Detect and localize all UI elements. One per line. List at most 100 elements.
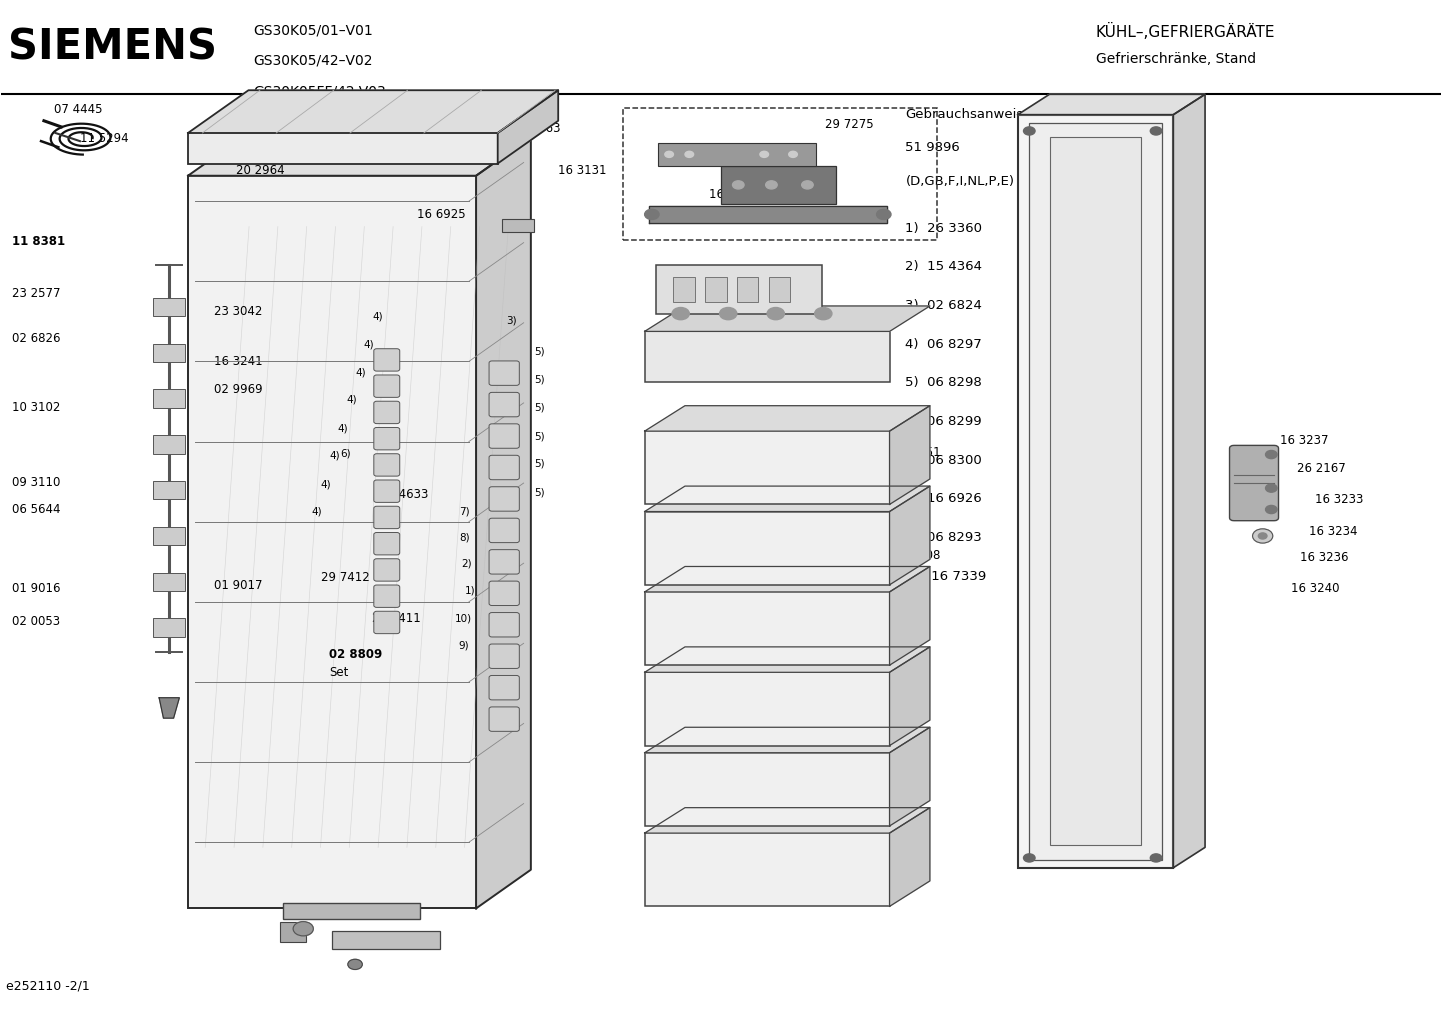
Text: 16 3132: 16 3132 bbox=[709, 187, 758, 201]
Text: 07 4445: 07 4445 bbox=[53, 103, 102, 116]
Polygon shape bbox=[645, 486, 930, 512]
Text: 9)  06 8293: 9) 06 8293 bbox=[906, 531, 982, 544]
Circle shape bbox=[672, 308, 689, 320]
Bar bbox=[645, 592, 890, 665]
Text: 3): 3) bbox=[506, 315, 518, 325]
Text: 6)  06 8299: 6) 06 8299 bbox=[906, 415, 982, 428]
Circle shape bbox=[733, 180, 744, 189]
Text: 16 3233: 16 3233 bbox=[1315, 493, 1363, 505]
Text: 10 3102: 10 3102 bbox=[12, 401, 61, 415]
Text: 16 3234: 16 3234 bbox=[1309, 526, 1357, 538]
Text: 28 4633: 28 4633 bbox=[379, 488, 428, 500]
Polygon shape bbox=[890, 486, 930, 585]
Bar bbox=[502, 219, 534, 231]
Text: 4): 4) bbox=[320, 479, 332, 489]
Polygon shape bbox=[1018, 95, 1206, 115]
Circle shape bbox=[1253, 529, 1273, 543]
Text: 23 3723: 23 3723 bbox=[1093, 342, 1141, 356]
Circle shape bbox=[766, 180, 777, 189]
Polygon shape bbox=[497, 91, 558, 163]
Text: 4): 4) bbox=[329, 450, 340, 461]
FancyBboxPatch shape bbox=[373, 401, 399, 424]
Bar bbox=[645, 673, 890, 746]
Text: 5): 5) bbox=[534, 459, 544, 469]
Bar bbox=[645, 834, 890, 906]
Polygon shape bbox=[645, 567, 930, 592]
Polygon shape bbox=[476, 137, 531, 908]
Text: 08 5716: 08 5716 bbox=[802, 338, 849, 352]
Text: 16 3240: 16 3240 bbox=[1292, 583, 1340, 595]
FancyBboxPatch shape bbox=[489, 392, 519, 417]
Bar bbox=[623, 108, 937, 239]
Text: 5): 5) bbox=[534, 403, 544, 413]
Circle shape bbox=[815, 308, 832, 320]
Polygon shape bbox=[645, 728, 930, 753]
Polygon shape bbox=[187, 91, 558, 133]
Bar bbox=[721, 165, 836, 204]
Text: 4): 4) bbox=[363, 339, 375, 350]
Text: 16 3237: 16 3237 bbox=[1280, 434, 1328, 446]
Text: 2)  15 4364: 2) 15 4364 bbox=[906, 260, 982, 273]
Bar bbox=[769, 277, 790, 302]
Text: 4)  06 8297: 4) 06 8297 bbox=[906, 337, 982, 351]
Text: 11 4677: 11 4677 bbox=[787, 364, 836, 377]
Text: 26 2063: 26 2063 bbox=[512, 122, 561, 136]
Polygon shape bbox=[890, 728, 930, 826]
Text: 10) 16 7339: 10) 16 7339 bbox=[906, 570, 986, 583]
Text: 23 2577: 23 2577 bbox=[12, 287, 61, 301]
Text: 16 6925: 16 6925 bbox=[417, 208, 466, 221]
Bar bbox=[658, 143, 816, 165]
Bar bbox=[645, 331, 890, 382]
Bar bbox=[656, 265, 822, 314]
Polygon shape bbox=[645, 647, 930, 673]
Bar bbox=[153, 481, 185, 499]
Text: 06 5644: 06 5644 bbox=[12, 503, 61, 516]
Polygon shape bbox=[890, 567, 930, 665]
Text: 02 6826: 02 6826 bbox=[12, 332, 61, 345]
Text: 10): 10) bbox=[454, 613, 472, 624]
Polygon shape bbox=[890, 808, 930, 906]
Text: 16 3131: 16 3131 bbox=[558, 164, 607, 177]
Circle shape bbox=[1266, 505, 1278, 514]
FancyBboxPatch shape bbox=[373, 533, 399, 555]
FancyBboxPatch shape bbox=[373, 611, 399, 634]
Bar bbox=[153, 343, 185, 362]
Text: Gefrierschränke, Stand: Gefrierschränke, Stand bbox=[1096, 52, 1256, 65]
Circle shape bbox=[1266, 484, 1278, 492]
Text: 3)  02 6824: 3) 02 6824 bbox=[906, 299, 982, 312]
Circle shape bbox=[348, 959, 362, 969]
FancyBboxPatch shape bbox=[489, 612, 519, 637]
Polygon shape bbox=[890, 406, 930, 504]
Circle shape bbox=[760, 151, 769, 157]
Bar bbox=[645, 512, 890, 585]
Text: 02 0053: 02 0053 bbox=[12, 614, 61, 628]
Text: 6): 6) bbox=[340, 448, 352, 459]
Text: KÜHL–,GEFRIERGÄRÄTE: KÜHL–,GEFRIERGÄRÄTE bbox=[1096, 23, 1275, 40]
Text: 4): 4) bbox=[346, 394, 358, 405]
Polygon shape bbox=[645, 808, 930, 834]
Bar bbox=[187, 133, 497, 163]
Polygon shape bbox=[159, 698, 179, 718]
Bar bbox=[153, 573, 185, 591]
Circle shape bbox=[1266, 450, 1278, 459]
Text: 5): 5) bbox=[534, 346, 544, 357]
Text: 4): 4) bbox=[311, 506, 323, 517]
Circle shape bbox=[1024, 127, 1035, 136]
Text: 23 3042: 23 3042 bbox=[213, 305, 262, 318]
Polygon shape bbox=[187, 137, 531, 175]
Text: 2): 2) bbox=[461, 558, 473, 569]
Text: 5): 5) bbox=[534, 374, 544, 384]
Text: 7)  06 8300: 7) 06 8300 bbox=[906, 453, 982, 467]
Circle shape bbox=[1024, 854, 1035, 862]
Text: 51 9896: 51 9896 bbox=[906, 141, 960, 154]
Text: 01 9016: 01 9016 bbox=[12, 583, 61, 595]
Text: GS30K05FF/42-V03: GS30K05FF/42-V03 bbox=[252, 85, 385, 98]
Text: e252110 -2/1: e252110 -2/1 bbox=[6, 980, 91, 993]
Text: 02 8809: 02 8809 bbox=[329, 647, 382, 660]
Text: 15 0713: 15 0713 bbox=[764, 160, 813, 173]
Circle shape bbox=[789, 151, 797, 157]
FancyBboxPatch shape bbox=[489, 455, 519, 480]
Text: 02 9969: 02 9969 bbox=[213, 383, 262, 396]
FancyBboxPatch shape bbox=[489, 519, 519, 543]
Text: 09 3110: 09 3110 bbox=[12, 476, 61, 488]
